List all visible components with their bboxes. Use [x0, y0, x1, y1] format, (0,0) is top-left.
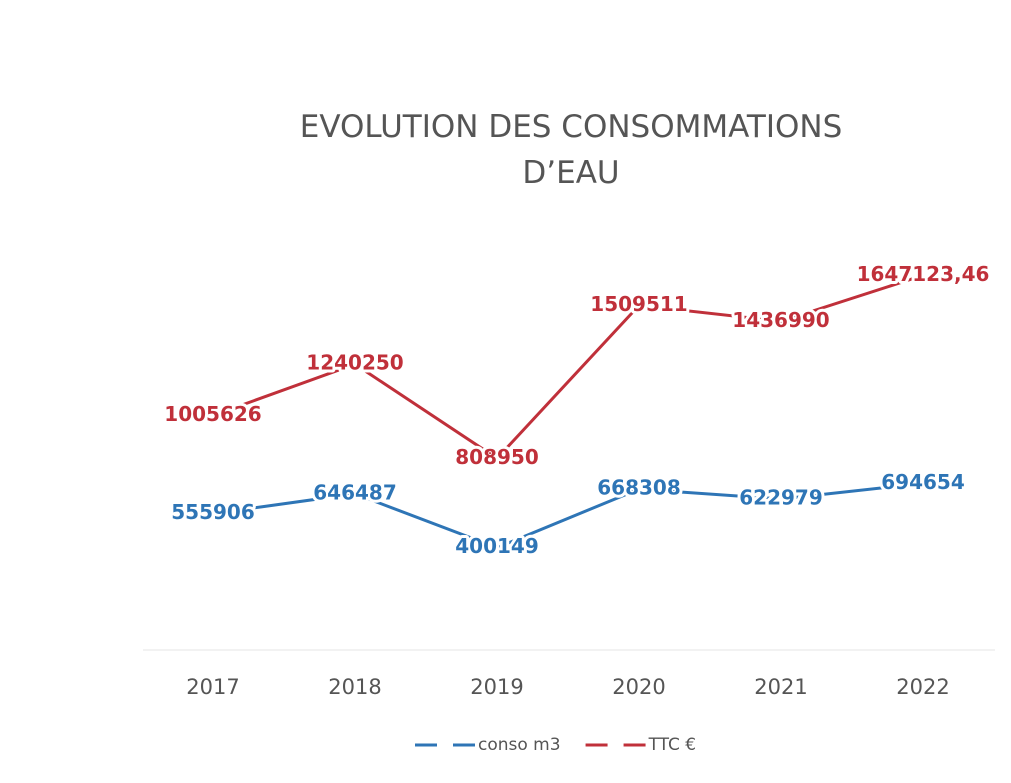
data-label: 1436990	[732, 308, 829, 332]
x-tick-label: 2022	[896, 675, 949, 699]
data-label: 555906	[171, 500, 255, 524]
line-series	[212, 481, 924, 550]
data-label: 400149	[455, 534, 539, 558]
legend-label: conso m3	[478, 735, 561, 755]
x-tick-label: 2020	[612, 675, 665, 699]
data-label: 694654	[881, 470, 965, 494]
x-tick-label: 2019	[470, 675, 523, 699]
line-series	[212, 273, 924, 461]
data-label: 646487	[313, 480, 397, 504]
data-label: 1509511	[590, 292, 687, 316]
x-tick-label: 2017	[186, 675, 239, 699]
chart-title: EVOLUTION DES CONSOMMATIONS D’EAU	[299, 109, 843, 191]
data-label: 808950	[455, 445, 539, 469]
data-label: 1240250	[306, 351, 403, 375]
legend-label: TTC €	[648, 735, 697, 755]
x-tick-label: 2021	[754, 675, 807, 699]
data-label: 622979	[739, 485, 823, 509]
data-label: 668308	[597, 476, 681, 500]
data-label: 1005626	[164, 402, 261, 426]
x-tick-label: 2018	[328, 675, 381, 699]
data-label: 1647123,46	[857, 262, 990, 286]
